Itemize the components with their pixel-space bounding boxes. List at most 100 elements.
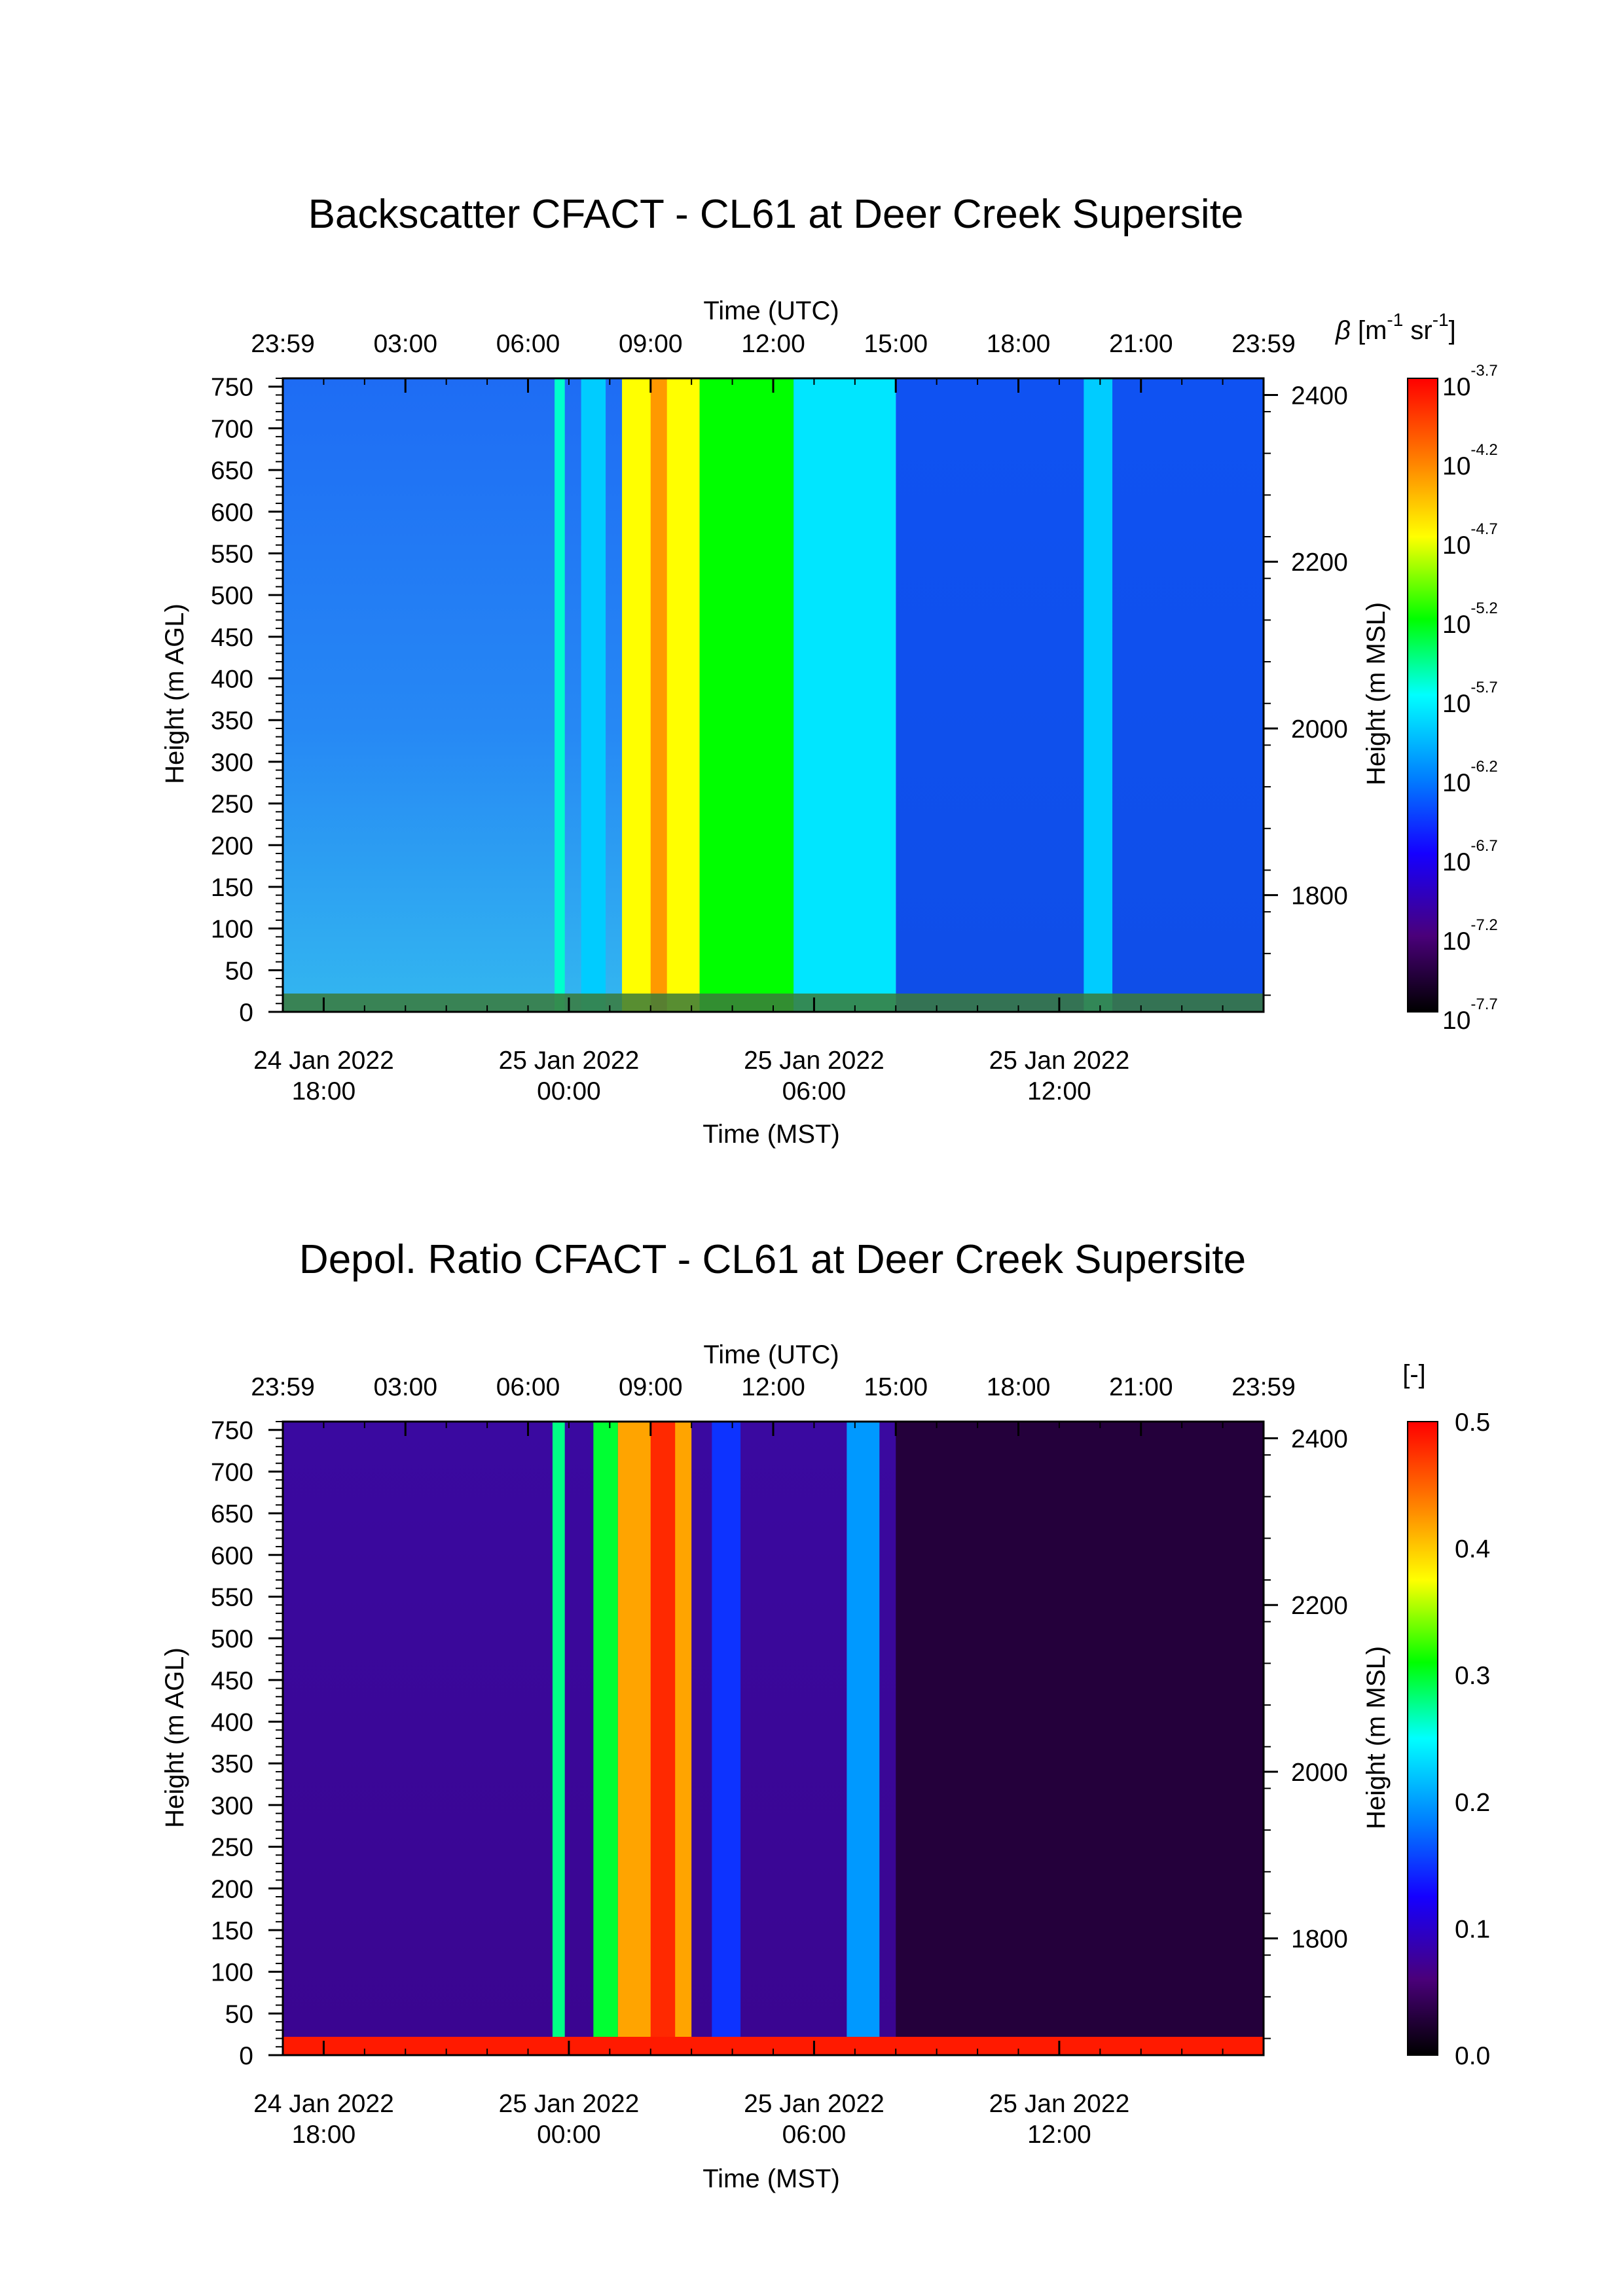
y-left-tick-label: 550: [211, 1583, 253, 1611]
x-top-tick-label: 23:59: [251, 330, 315, 358]
x-bottom-tick-time: 18:00: [292, 2121, 356, 2149]
colorbar-tick-label: 0.1: [1455, 1915, 1490, 1943]
x-top-axis-label: Time (UTC): [703, 296, 839, 325]
feature-band: [650, 378, 667, 1012]
feature-band: [847, 1422, 880, 2055]
colorbar-tick-label: 10-7.7: [1442, 996, 1498, 1035]
x-bottom-tick-time: 06:00: [782, 2121, 847, 2149]
y-right-axis-label: Height (m MSL): [1362, 602, 1391, 785]
field-background: [896, 378, 1264, 1012]
y-left-tick-label: 200: [211, 1875, 253, 1903]
y-left-tick-label: 350: [211, 1750, 253, 1778]
y-left-tick-label: 600: [211, 1542, 253, 1570]
y-right-tick-label: 2200: [1291, 548, 1348, 577]
colorbar-tick-label: 10-4.2: [1442, 441, 1498, 480]
x-top-tick-label: 03:00: [373, 330, 437, 358]
y-right-tick-label: 1800: [1291, 882, 1348, 910]
colorbar-tick-label: 10-6.7: [1442, 837, 1498, 876]
y-left-tick-label: 400: [211, 1709, 253, 1737]
y-left-tick-label: 450: [211, 624, 253, 652]
feature-band: [593, 1422, 618, 2055]
x-top-tick-label: 06:00: [496, 330, 560, 358]
depol-panel: Depol. Ratio CFACT - CL61 at Deer Creek …: [160, 1237, 1490, 2193]
y-left-tick-label: 500: [211, 582, 253, 610]
colorbar-tick-label: 10-5.7: [1442, 679, 1498, 718]
x-bottom-axis-label: Time (MST): [702, 2164, 840, 2193]
x-bottom-tick-date: 24 Jan 2022: [253, 2090, 394, 2118]
feature-band: [555, 378, 565, 1012]
y-left-tick-label: 550: [211, 540, 253, 568]
x-top-tick-label: 09:00: [619, 1373, 683, 1401]
y-left-tick-label: 200: [211, 832, 253, 860]
y-left-tick-label: 750: [211, 1417, 253, 1445]
colorbar-tick-label: 10-4.7: [1442, 520, 1498, 560]
colorbar-tick-label: 0.5: [1455, 1408, 1490, 1437]
y-left-tick-label: 350: [211, 707, 253, 735]
y-right-tick-label: 1800: [1291, 1926, 1348, 1954]
y-left-tick-label: 700: [211, 415, 253, 443]
x-bottom-tick-date: 24 Jan 2022: [253, 1047, 394, 1075]
y-right-tick-label: 2000: [1291, 715, 1348, 744]
colorbar-ticks: 10-3.7 10-4.2 10-4.7 10-5.2 10-5.7 10-6.2 10-6…: [1442, 362, 1498, 1035]
feature-band: [896, 1422, 1264, 2055]
x-bottom-tick-date: 25 Jan 2022: [499, 1047, 640, 1075]
colorbar-tick-label: 10-5.2: [1442, 600, 1498, 639]
feature-band: [650, 1422, 676, 2055]
backscatter-panel: Backscatter CFACT - CL61 at Deer Creek S…: [160, 192, 1498, 1149]
heatmap-field: [283, 378, 1264, 1012]
y-left-tick-label: 300: [211, 1792, 253, 1820]
colorbar-tick-label: 0.4: [1455, 1535, 1490, 1564]
axes: 23:59 03:00 06:00 09:00 12:00 15:00 18:00 21:00…: [211, 330, 1348, 1105]
feature-band: [712, 1422, 741, 2055]
heatmap-field: [283, 1422, 1264, 2055]
x-bottom-axis-label: Time (MST): [702, 1120, 840, 1149]
colorbar: [1407, 1421, 1438, 2056]
y-left-tick-label: 700: [211, 1458, 253, 1486]
x-bottom-tick-time: 00:00: [537, 2121, 601, 2149]
x-bottom-tick-time: 06:00: [782, 1077, 847, 1105]
y-left-tick-label: 500: [211, 1625, 253, 1653]
x-bottom-tick-date: 25 Jan 2022: [989, 2090, 1130, 2118]
x-top-tick-label: 21:00: [1109, 1373, 1173, 1401]
y-left-tick-label: 450: [211, 1667, 253, 1695]
colorbar-ticks: 0.5 0.4 0.3 0.2 0.1 0.0: [1455, 1408, 1490, 2070]
x-bottom-tick-date: 25 Jan 2022: [499, 2090, 640, 2118]
y-left-axis-label: Height (m AGL): [160, 603, 189, 784]
y-right-tick-label: 2000: [1291, 1759, 1348, 1787]
y-left-tick-label: 150: [211, 874, 253, 902]
x-top-tick-label: 12:00: [741, 330, 805, 358]
y-left-tick-label: 100: [211, 916, 253, 944]
x-bottom-tick-date: 25 Jan 2022: [989, 1047, 1130, 1075]
y-left-tick-label: 300: [211, 749, 253, 777]
y-right-tick-label: 2400: [1291, 1425, 1348, 1453]
x-top-axis-label: Time (UTC): [703, 1340, 839, 1369]
axes: 23:59 03:00 06:00 09:00 12:00 15:00 18:00 21:00…: [211, 1373, 1348, 2149]
colorbar-tick-label: 10-3.7: [1442, 362, 1498, 401]
x-top-tick-label: 23:59: [251, 1373, 315, 1401]
x-top-tick-label: 15:00: [864, 330, 928, 358]
x-bottom-tick-time: 00:00: [537, 1077, 601, 1105]
feature-band: [699, 378, 794, 1012]
x-top-tick-label: 23:59: [1231, 330, 1296, 358]
chart-title: Backscatter CFACT - CL61 at Deer Creek S…: [308, 192, 1244, 237]
colorbar-tick-label: 0.0: [1455, 2042, 1490, 2070]
y-right-tick-label: 2200: [1291, 1592, 1348, 1620]
feature-band: [581, 378, 606, 1012]
x-top-tick-label: 18:00: [987, 1373, 1051, 1401]
x-top-tick-label: 18:00: [987, 330, 1051, 358]
colorbar-label: [-]: [1402, 1360, 1426, 1389]
colorbar: [1407, 378, 1438, 1013]
y-right-tick-label: 2400: [1291, 382, 1348, 410]
y-left-tick-label: 100: [211, 1959, 253, 1987]
x-bottom-tick-time: 18:00: [292, 1077, 356, 1105]
x-bottom-tick-time: 12:00: [1027, 2121, 1091, 2149]
colorbar-tick-label: 10-7.2: [1442, 916, 1498, 956]
y-left-tick-label: 250: [211, 791, 253, 819]
x-top-tick-label: 09:00: [619, 330, 683, 358]
y-left-tick-label: 600: [211, 499, 253, 527]
y-left-axis-label: Height (m AGL): [160, 1647, 189, 1828]
x-top-tick-label: 03:00: [373, 1373, 437, 1401]
x-bottom-tick-date: 25 Jan 2022: [744, 2090, 884, 2118]
y-left-tick-label: 150: [211, 1917, 253, 1945]
